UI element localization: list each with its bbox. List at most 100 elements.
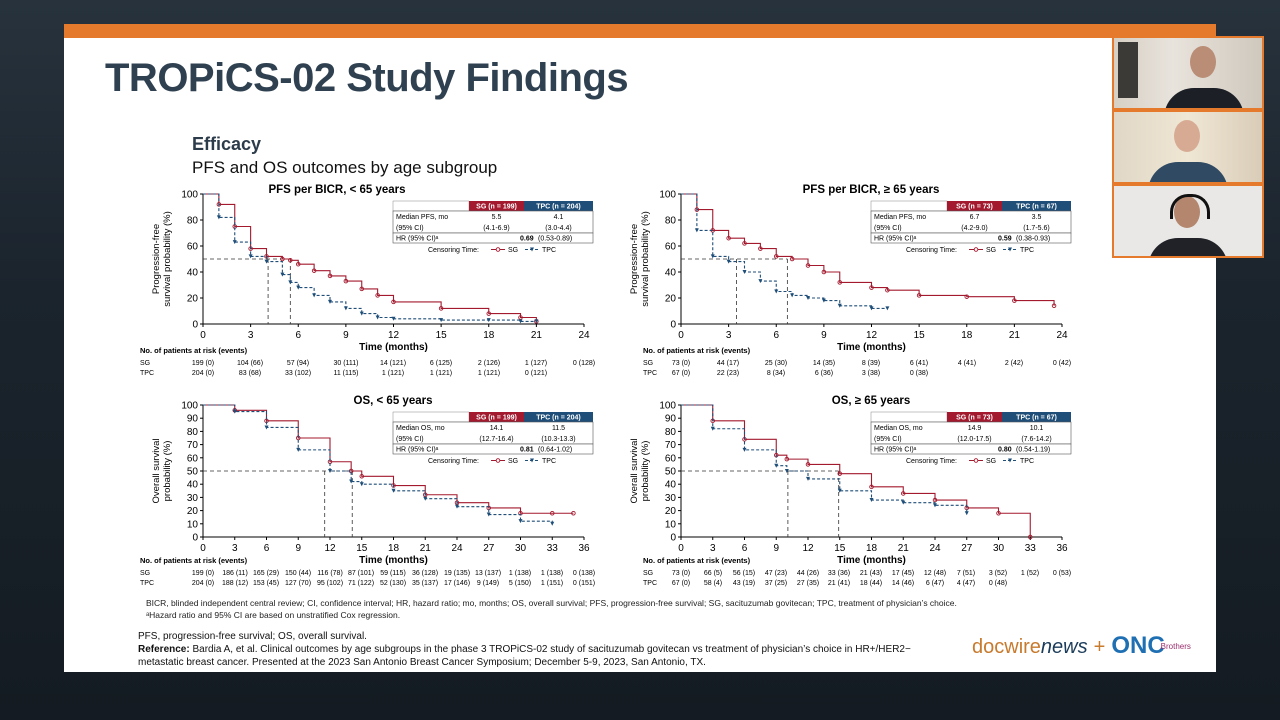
y-tick-label: 90 [665, 414, 677, 425]
x-tick-label: 15 [914, 330, 926, 341]
risk-cell-tpc: 17 (146) [444, 580, 470, 587]
tpc-censor-mark [710, 254, 715, 259]
tpc-censor-mark [391, 316, 396, 321]
table-tpc-ci: (7.6-14.2) [1021, 436, 1051, 443]
x-tick-label: 9 [773, 543, 779, 554]
legend-tpc-label: TPC [542, 247, 556, 254]
risk-row-label-tpc: TPC [140, 580, 154, 587]
legend-tpc-marker [1008, 247, 1012, 252]
y-tick-label: 30 [665, 493, 677, 504]
chart-title: OS, ≥ 65 years [832, 395, 911, 407]
tpc-censor-mark [486, 318, 491, 323]
risk-cell-tpc: 35 (137) [412, 580, 438, 587]
x-tick-label: 6 [742, 543, 748, 554]
x-tick-label: 12 [388, 330, 400, 341]
risk-cell-sg: 12 (48) [924, 570, 946, 577]
table-hr-label: HR (95% CI)ᵃ [396, 236, 439, 243]
table-hr-value: 0.80 [998, 447, 1012, 454]
risk-cell-tpc: 1 (151) [541, 580, 563, 587]
table-header-sg [947, 201, 1002, 211]
risk-cell-sg: 56 (15) [733, 570, 755, 577]
risk-cell-tpc: 4 (47) [957, 580, 975, 587]
x-tick-label: 6 [773, 330, 779, 341]
risk-cell-sg: 33 (36) [828, 570, 850, 577]
table-sg-label: SG (n = 199) [476, 415, 517, 422]
x-tick-label: 18 [483, 330, 495, 341]
table-hr-label: HR (95% CI)ᵃ [874, 447, 917, 454]
risk-cell-sg: 7 (51) [957, 570, 975, 577]
tpc-censor-mark [296, 447, 301, 452]
risk-cell-sg: 66 (5) [704, 570, 722, 577]
table-tpc-label: TPC (n = 204) [536, 415, 581, 422]
y-tick-label: 40 [665, 480, 677, 491]
table-sg-label: SG (n = 73) [956, 415, 993, 422]
table-row-label: (95% CI) [396, 436, 424, 443]
footnotes: BICR, blinded independent central review… [146, 598, 957, 621]
tpc-censor-mark [885, 306, 890, 311]
risk-table-title: No. of patients at risk (events) [643, 556, 751, 565]
tpc-censor-mark [264, 259, 269, 264]
sg-censor-mark [438, 306, 444, 311]
x-tick-label: 12 [866, 330, 878, 341]
risk-cell-tpc: 204 (0) [192, 370, 214, 377]
tpc-censor-mark [328, 469, 332, 473]
y-tick-label: 60 [187, 242, 199, 253]
y-tick-label: 20 [665, 506, 677, 517]
section-subtitle: PFS and OS outcomes by age subgroup [192, 158, 498, 177]
x-tick-label: 15 [834, 543, 846, 554]
risk-cell-sg: 13 (137) [475, 570, 501, 577]
risk-cell-tpc: 127 (70) [285, 580, 311, 587]
table-row-label: (95% CI) [874, 436, 902, 443]
table-row-label: Median PFS, mo [396, 214, 448, 221]
risk-cell-sg: 150 (44) [285, 570, 311, 577]
table-row-label: Median OS, mo [874, 425, 923, 432]
participant-video-3[interactable] [1112, 184, 1264, 258]
y-tick-label: 20 [187, 506, 199, 517]
y-axis-label: survival probability (%) [162, 211, 173, 307]
legend-sg-marker [495, 458, 501, 463]
participant-video-2[interactable] [1112, 110, 1264, 184]
risk-cell-sg: 199 (0) [192, 360, 214, 367]
y-tick-label: 100 [659, 401, 676, 412]
risk-cell-tpc: 204 (0) [192, 580, 214, 587]
risk-cell-tpc: 0 (38) [910, 370, 928, 377]
sg-censor-mark [327, 273, 333, 279]
sg-censor-mark [726, 235, 731, 241]
tpc-censor-mark [288, 280, 293, 285]
legend-sg-label: SG [508, 458, 518, 465]
participant-video-1[interactable] [1112, 36, 1264, 110]
table-header-blank [870, 411, 948, 423]
tpc-censor-mark [518, 319, 523, 324]
table-tpc-label: TPC (n = 67) [1016, 204, 1057, 211]
risk-cell-tpc: 0 (121) [525, 370, 547, 377]
legend-tpc-label: TPC [1020, 458, 1034, 465]
sg-censor-mark [288, 258, 293, 263]
table-header-blank [392, 411, 470, 423]
tpc-censor-mark [710, 426, 715, 431]
y-tick-label: 40 [187, 480, 199, 491]
accent-bar [64, 24, 1216, 38]
tpc-censor-mark [774, 463, 779, 468]
y-tick-label: 10 [665, 519, 677, 530]
table-tpc-ci: (10.3-13.3) [541, 436, 575, 443]
headphones-icon [1170, 194, 1210, 219]
tpc-censor-mark [359, 482, 364, 487]
sg-censor-mark [789, 256, 795, 262]
section-title: Efficacy [192, 134, 262, 154]
y-tick-label: 40 [665, 268, 677, 279]
sg-censor-mark [932, 497, 938, 503]
sg-curve [203, 404, 574, 514]
risk-cell-tpc: 153 (45) [253, 580, 279, 587]
x-tick-label: 24 [451, 543, 463, 554]
y-axis-label: Progression-free [151, 224, 162, 294]
x-tick-label: 9 [821, 330, 827, 341]
risk-cell-sg: 25 (30) [765, 360, 787, 367]
logo-onc: ONC [1111, 632, 1165, 659]
y-axis-label: Overall survival [151, 439, 162, 504]
sg-censor-mark [391, 299, 396, 305]
sg-censor-mark [359, 474, 365, 479]
table-header-blank [392, 200, 470, 212]
tpc-censor-mark [806, 476, 810, 481]
table-tpc-median: 4.1 [554, 214, 564, 221]
risk-cell-sg: 0 (138) [573, 570, 595, 577]
